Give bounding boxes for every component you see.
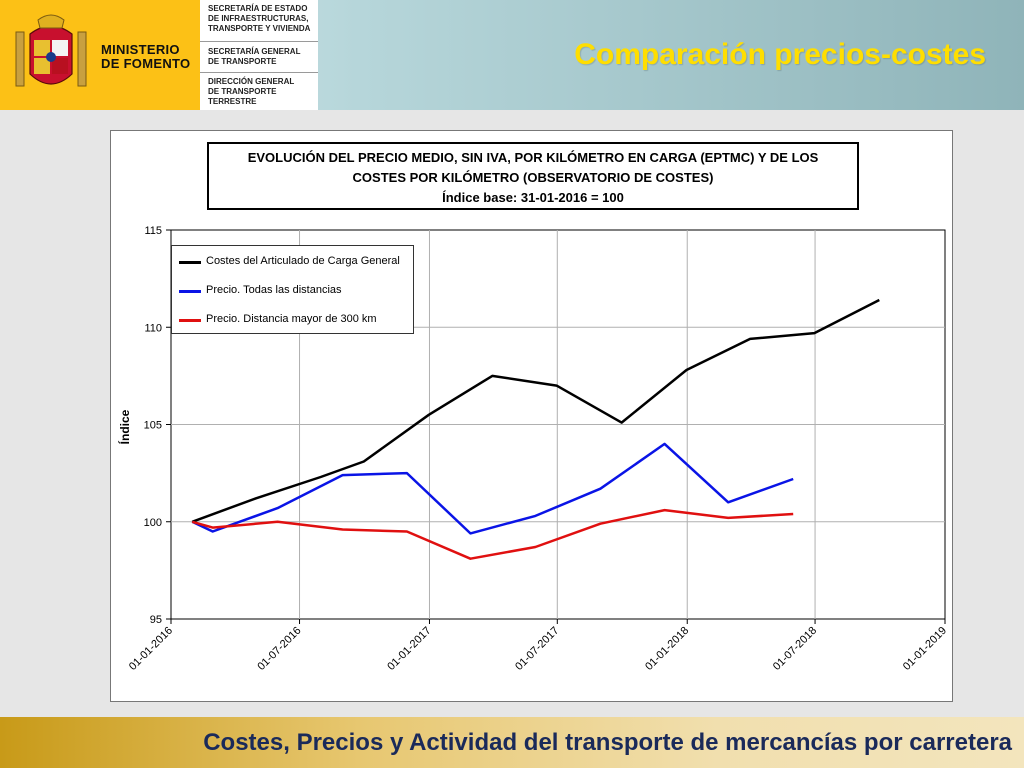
legend-swatch-costes xyxy=(179,261,201,264)
chart-title-line-1: EVOLUCIÓN DEL PRECIO MEDIO, SIN IVA, POR… xyxy=(247,150,819,165)
x-tick-label: 01-07-2016 xyxy=(255,625,303,673)
coat-of-arms-icon xyxy=(15,14,87,87)
dept-secretaria-estado: SECRETARÍA DE ESTADO DE INFRAESTRUCTURAS,… xyxy=(208,4,311,33)
slide-title: Comparación precios-costes xyxy=(574,38,986,71)
legend-label-precio-todas: Precio. Todas las distancias xyxy=(206,284,342,296)
x-tick-label: 01-01-2017 xyxy=(385,625,433,673)
legend-label-precio-300km: Precio. Distancia mayor de 300 km xyxy=(206,313,377,325)
x-tick-label: 01-01-2018 xyxy=(643,625,691,673)
ministry-name: MINISTERIO DE FOMENTO xyxy=(101,42,191,71)
y-tick-label: 100 xyxy=(144,517,162,529)
y-tick-label: 115 xyxy=(144,225,162,237)
dept-secretaria-general: SECRETARÍA GENERAL DE TRANSPORTE xyxy=(208,47,301,66)
dept-direccion-general: DIRECCIÓN GENERAL DE TRANSPORTE TERRESTRE xyxy=(208,77,295,106)
legend-swatch-precio-300km xyxy=(179,319,201,322)
x-tick-label: 01-07-2018 xyxy=(771,625,819,673)
line-chart: 95 100 105 110 115 01-01-2016 01-07-2016 01-01-… xyxy=(127,225,949,673)
series-line-0 xyxy=(191,298,880,523)
footer-title: Costes, Precios y Actividad del transpor… xyxy=(203,729,1012,756)
slide-header: MINISTERIO DE FOMENTO SECRETARÍA DE ESTA… xyxy=(0,0,1024,110)
chart-legend: Costes del Articulado de Carga General P… xyxy=(171,245,414,334)
y-tick-label: 110 xyxy=(144,322,162,334)
department-list: SECRETARÍA DE ESTADO DE INFRAESTRUCTURAS,… xyxy=(200,0,318,110)
legend-swatch-precio-todas xyxy=(179,290,201,293)
y-axis-label: Índice xyxy=(118,409,132,445)
series-line-2 xyxy=(191,508,794,560)
ministry-logo: MINISTERIO DE FOMENTO xyxy=(0,0,200,110)
y-tick-label: 105 xyxy=(144,420,162,432)
legend-label-costes: Costes del Articulado de Carga General xyxy=(206,255,400,267)
chart-panel: 95 100 105 110 115 01-01-2016 01-07-2016 01-01-… xyxy=(110,130,953,702)
chart-title: EVOLUCIÓN DEL PRECIO MEDIO, SIN IVA, POR… xyxy=(207,142,859,210)
x-tick-label: 01-01-2019 xyxy=(901,625,949,673)
x-tick-label: 01-01-2016 xyxy=(127,625,175,673)
chart-title-line-2: COSTES POR KILÓMETRO (OBSERVATORIO DE CO… xyxy=(352,170,714,185)
series-line-1 xyxy=(191,442,794,535)
x-tick-label: 01-07-2017 xyxy=(513,625,561,673)
slide-footer: Costes, Precios y Actividad del transpor… xyxy=(0,717,1024,768)
chart-title-line-3: Índice base: 31-01-2016 = 100 xyxy=(442,190,624,205)
y-tick-label: 95 xyxy=(150,614,162,626)
